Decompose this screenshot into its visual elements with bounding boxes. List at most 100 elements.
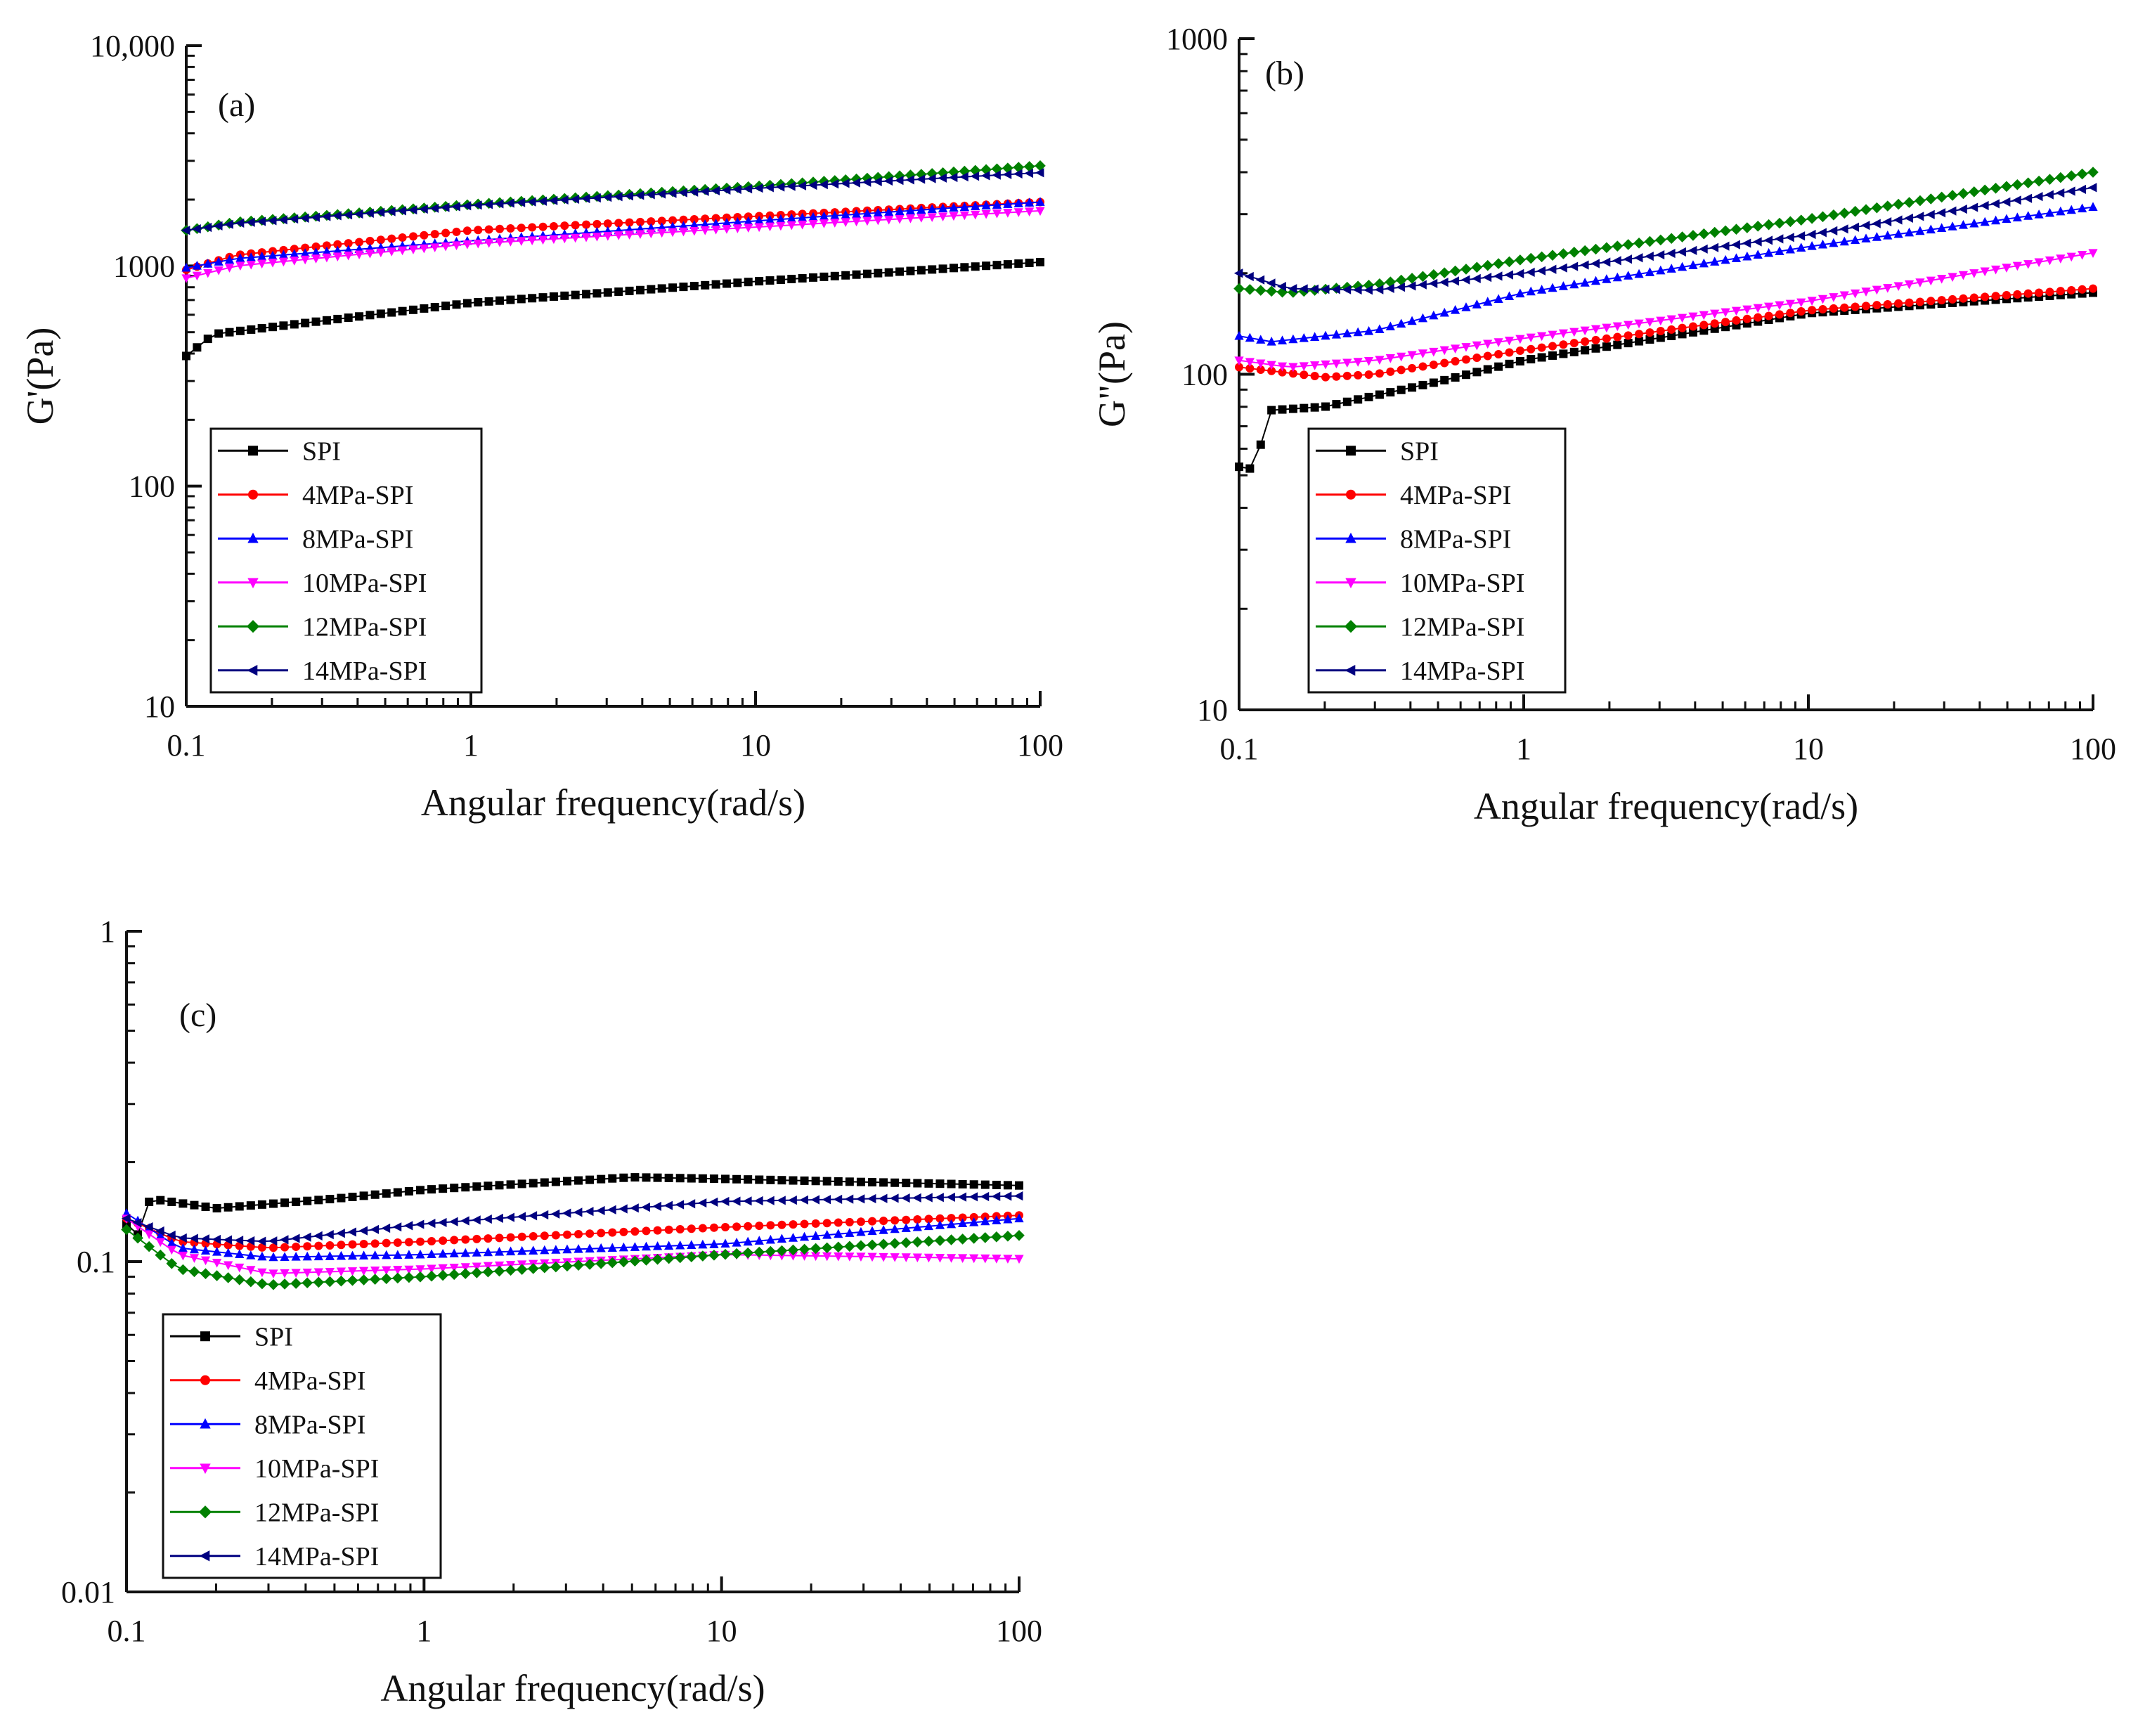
data-point: [1418, 280, 1427, 290]
data-point: [358, 1274, 370, 1285]
data-point: [1483, 339, 1493, 349]
legend-label: 4MPa-SPI: [254, 1366, 365, 1396]
data-point: [408, 305, 417, 314]
data-point: [1035, 207, 1045, 216]
data-point: [1635, 330, 1644, 339]
data-point: [299, 213, 309, 223]
data-point: [404, 1265, 414, 1275]
data-point: [484, 225, 493, 234]
data-point: [1526, 267, 1535, 277]
data-point: [1493, 271, 1503, 281]
data-point: [302, 1251, 312, 1261]
data-point: [1504, 336, 1515, 346]
data-point: [1785, 299, 1795, 309]
data-point: [223, 1203, 233, 1212]
data-point: [1299, 362, 1309, 371]
data-point: [1002, 169, 1012, 179]
data-point: [302, 1277, 313, 1289]
data-point: [398, 233, 407, 242]
data-point: [280, 1198, 290, 1207]
data-point: [845, 1228, 855, 1237]
data-point: [830, 219, 840, 228]
data-point: [829, 179, 839, 189]
data-point: [1310, 332, 1320, 341]
data-point: [1839, 291, 1849, 301]
data-point: [495, 224, 505, 233]
data-point: [257, 259, 267, 269]
data-point: [1786, 309, 1795, 318]
data-point: [744, 224, 753, 233]
data-point: [1494, 362, 1503, 371]
data-point: [314, 1196, 323, 1205]
data-point: [608, 1174, 617, 1183]
x-axis-label: Angular frequency(rad/s): [1474, 785, 1858, 827]
data-point: [890, 1224, 900, 1233]
data-point: [550, 1261, 562, 1273]
data-point: [1753, 237, 1762, 247]
y-tick-label: 10,000: [90, 29, 175, 63]
data-point: [1699, 258, 1709, 268]
data-point: [223, 1235, 233, 1245]
data-point: [1709, 226, 1721, 238]
data-point: [1807, 241, 1817, 250]
data-point: [582, 220, 591, 229]
data-point: [235, 253, 245, 262]
data-point: [203, 268, 213, 278]
x-tick-label: 10: [1793, 732, 1824, 766]
data-point: [1515, 346, 1524, 356]
data-point: [415, 1265, 425, 1274]
data-point: [788, 1196, 797, 1205]
data-point: [505, 1246, 516, 1256]
data-point: [924, 1221, 933, 1231]
data-point: [1818, 239, 1828, 249]
data-point: [403, 1271, 415, 1283]
data-point: [1363, 326, 1374, 335]
data-point: [223, 1261, 233, 1271]
data-point: [2044, 174, 2056, 185]
data-point: [430, 303, 439, 312]
data-point: [1321, 360, 1330, 370]
data-point: [322, 253, 332, 263]
data-point: [268, 323, 278, 332]
data-point: [494, 1213, 503, 1223]
data-point: [607, 1205, 616, 1214]
data-point: [924, 1179, 933, 1188]
data-point: [192, 271, 202, 281]
data-point: [1862, 302, 1871, 311]
data-point: [868, 1178, 877, 1187]
data-point: [969, 1180, 978, 1189]
data-point: [562, 1177, 571, 1186]
data-point: [1288, 369, 1297, 378]
data-point: [700, 226, 710, 235]
data-point: [1288, 363, 1298, 373]
data-point: [1980, 267, 1990, 277]
data-point: [960, 263, 969, 272]
data-point: [1526, 286, 1536, 296]
data-point: [200, 1268, 212, 1280]
data-point: [1321, 330, 1330, 340]
data-point: [1721, 308, 1730, 318]
data-point: [1515, 335, 1525, 344]
data-point: [895, 206, 905, 216]
data-point: [550, 1209, 560, 1219]
data-point: [1818, 294, 1828, 304]
data-point: [1850, 222, 1860, 232]
data-point: [538, 235, 548, 245]
data-point: [592, 219, 602, 228]
data-point: [370, 1190, 380, 1199]
data-point: [947, 1179, 956, 1188]
data-point: [1613, 332, 1622, 342]
data-point: [980, 171, 990, 181]
data-point: [1947, 190, 1958, 201]
data-point: [1569, 328, 1579, 337]
data-point: [668, 283, 678, 292]
data-point: [355, 312, 364, 321]
data-point: [1860, 204, 1872, 215]
data-point: [969, 1217, 979, 1226]
data-point: [700, 219, 710, 228]
data-point: [460, 1263, 470, 1272]
data-point: [1537, 353, 1546, 362]
data-point: [333, 240, 342, 249]
data-point: [1655, 234, 1666, 246]
data-point: [668, 228, 678, 238]
